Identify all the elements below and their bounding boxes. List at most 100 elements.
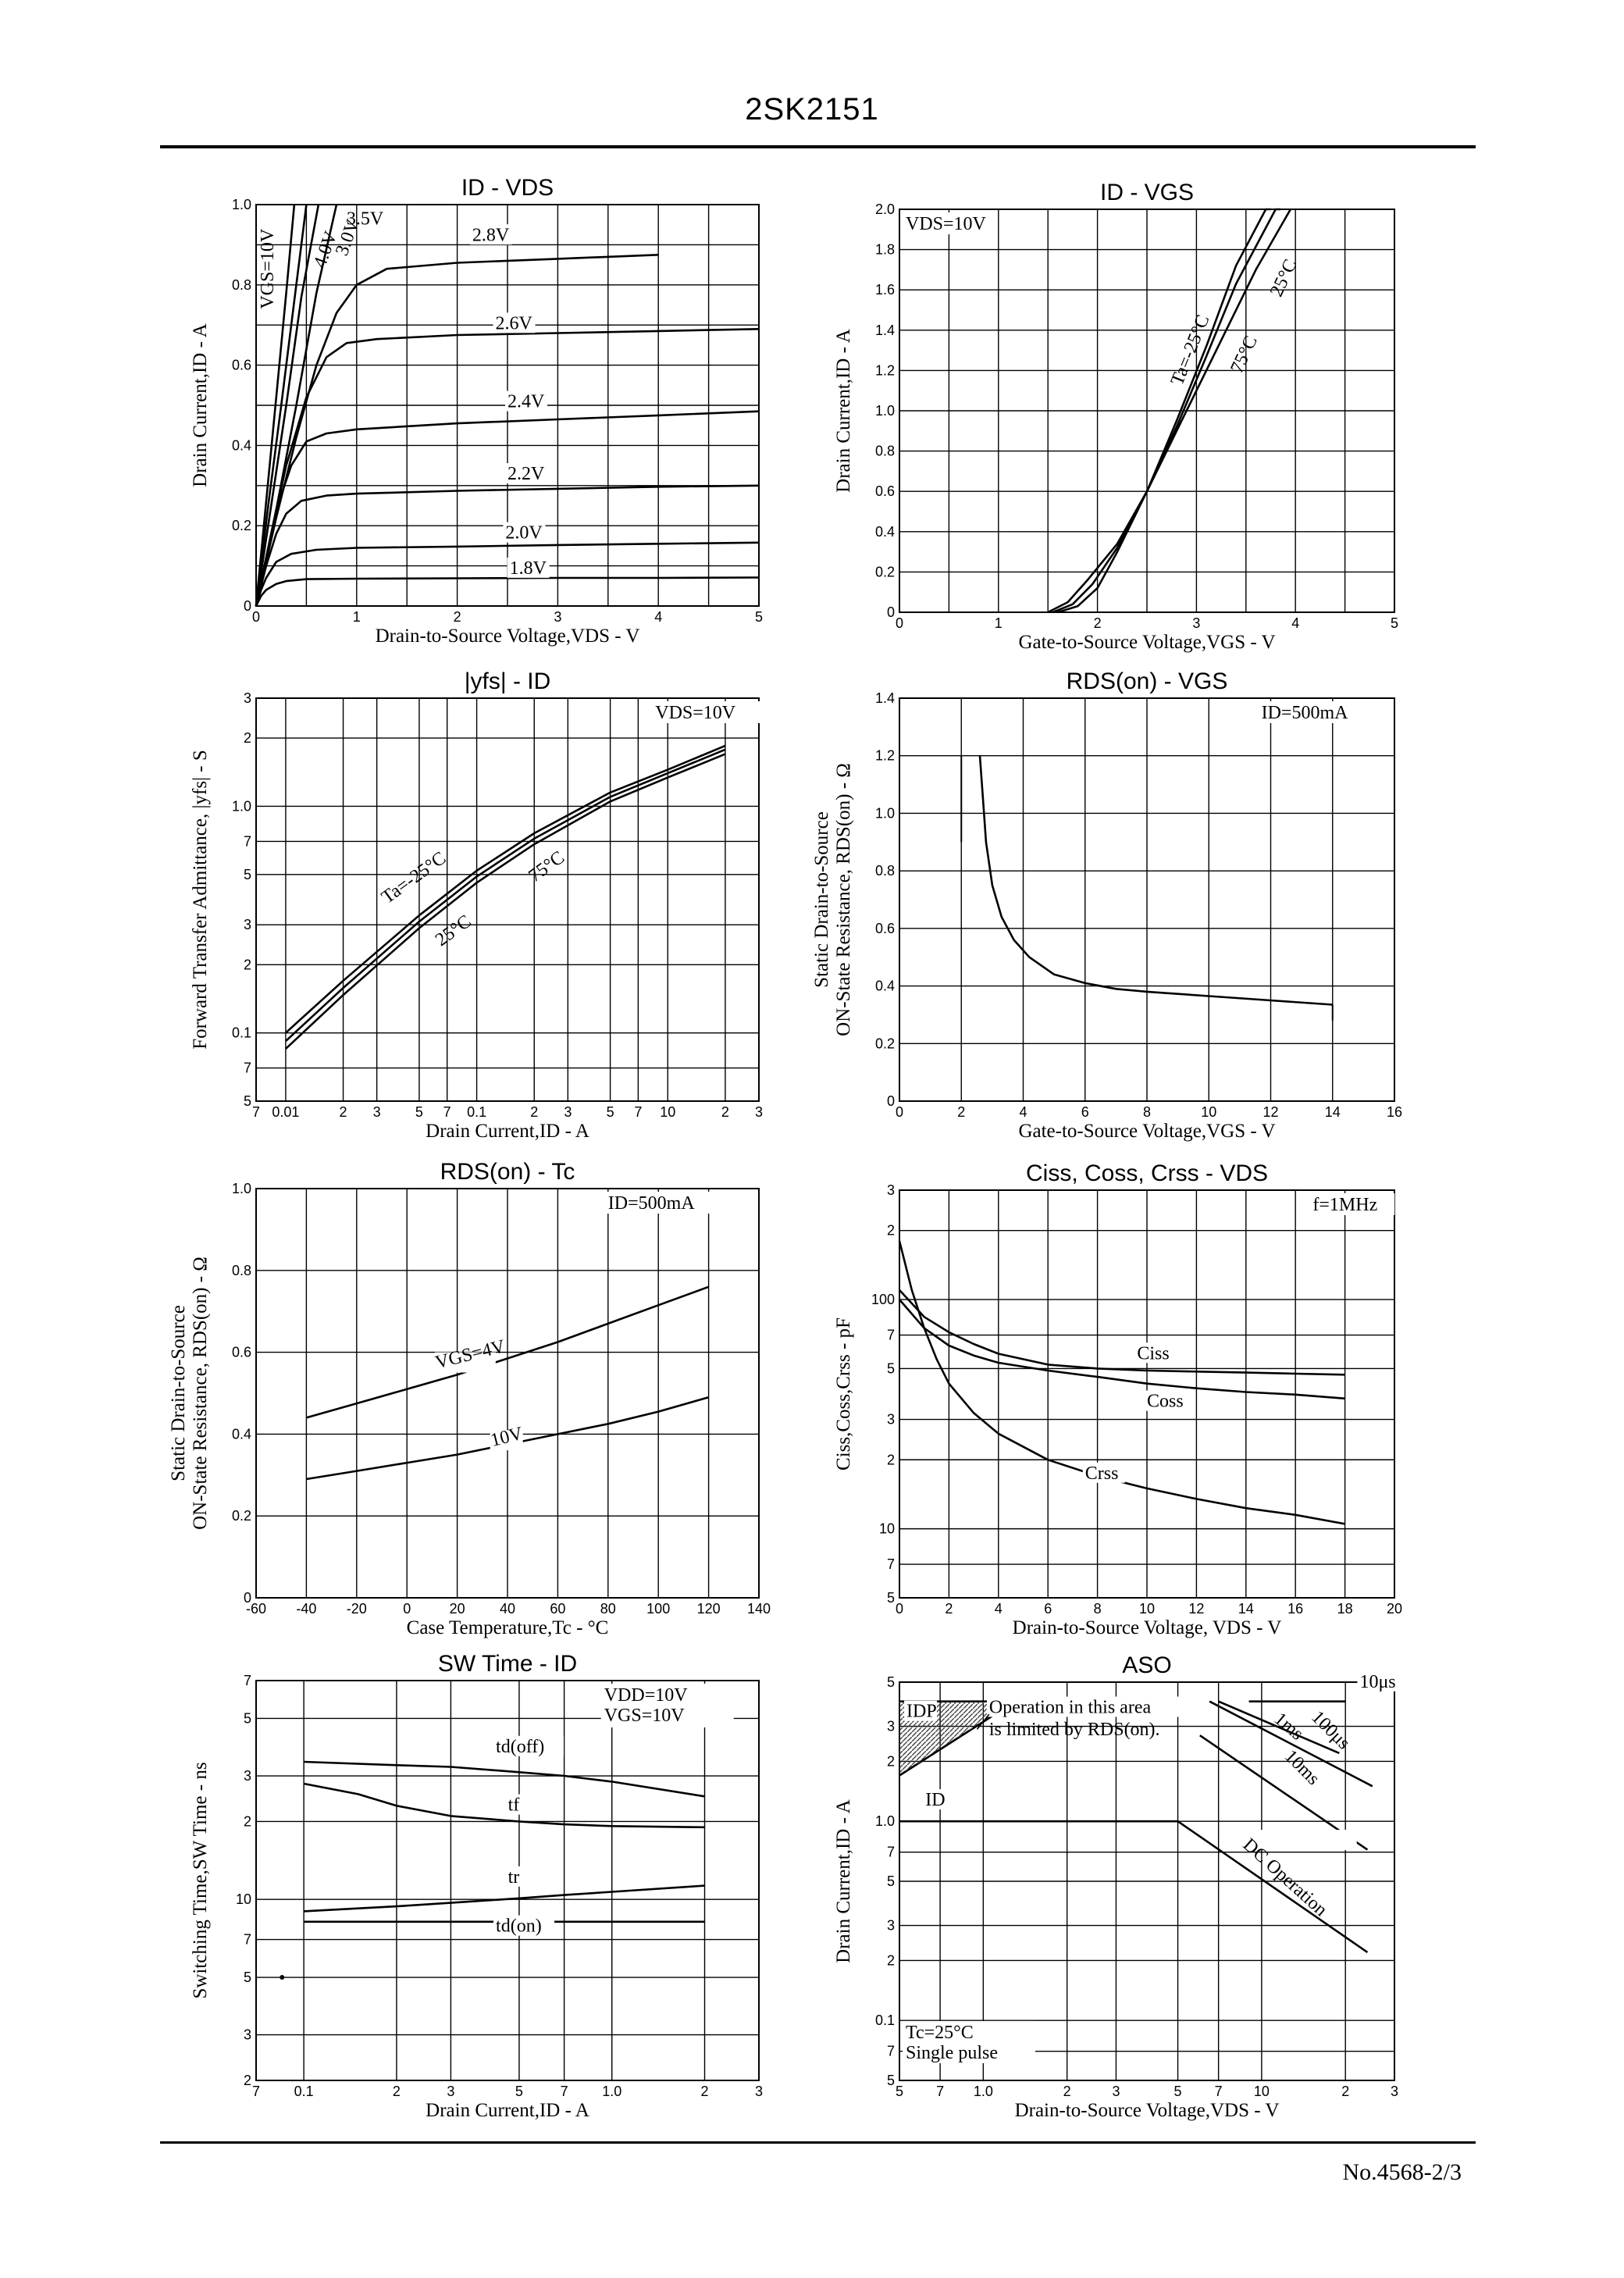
y-tick-label: 0.2 <box>875 1036 895 1051</box>
chart-title: Ciss, Coss, Crss - VDS <box>1026 1160 1268 1186</box>
series-line-1-8v <box>255 576 760 607</box>
x-tick-label: 6 <box>1044 1601 1052 1617</box>
x-tick-label: 0.1 <box>294 2084 314 2099</box>
x-tick-label: 4 <box>995 1601 1003 1617</box>
annotation-bg <box>600 1684 734 1727</box>
x-tick-label: 7 <box>936 2084 944 2099</box>
annotation-bg <box>1258 701 1391 723</box>
annotation-bg <box>904 1700 938 1721</box>
y-tick-label: 0.4 <box>875 524 895 540</box>
x-tick-label: 20 <box>1387 1601 1402 1617</box>
series-annotation: 2.8V <box>472 225 510 245</box>
annotation-bg <box>903 2020 1035 2063</box>
y-tick-label: 2.0 <box>875 201 895 217</box>
annotation-bg <box>1239 1830 1357 1851</box>
x-tick-label: 120 <box>697 1601 721 1617</box>
series-line-dc-operation <box>1177 1820 1369 1953</box>
x-axis-label: Drain Current,ID - A <box>426 2100 589 2121</box>
series-line-3-5v <box>255 204 320 607</box>
x-tick-label: 7 <box>1215 2084 1223 2099</box>
plot-frame <box>255 1188 760 1599</box>
y-tick-label: 0.4 <box>232 1426 251 1442</box>
y-tick-label: 0.6 <box>232 358 251 373</box>
annotation-bg <box>493 312 536 333</box>
y-tick-label: 2 <box>244 730 251 746</box>
chart-capacitance-vds: 0 2 4 6 8 10 12 14 16 18 20 5 7 10 2 3 5 7 100 2 3 Ciss, Coss… <box>833 1160 1402 1638</box>
x-tick-label: 7 <box>443 1104 451 1120</box>
x-tick-label: 40 <box>500 1601 515 1617</box>
y-tick-label: 1.6 <box>875 282 895 298</box>
x-tick-label: -40 <box>296 1601 316 1617</box>
x-tick-label: 8 <box>1094 1601 1102 1617</box>
y-tick-label: 7 <box>244 1673 251 1688</box>
y-tick-label: 7 <box>244 1932 251 1948</box>
x-tick-label: 5 <box>755 609 763 625</box>
x-tick-label: 4 <box>1291 615 1299 631</box>
x-axis-label: Drain-to-Source Voltage,VDS - V <box>376 626 640 647</box>
series-line-4-0v <box>255 204 308 607</box>
y-tick-label: 1.0 <box>875 1813 895 1829</box>
x-tick-label: 0.01 <box>272 1104 299 1120</box>
y-tick-label: 3 <box>244 2027 251 2043</box>
series-line-ta-25c <box>285 744 726 1034</box>
y-tick-label: 0.6 <box>232 1345 251 1360</box>
series-annotation: tr <box>508 1867 520 1888</box>
x-tick-label: 12 <box>1188 1601 1204 1617</box>
x-tick-label: 3 <box>554 609 561 625</box>
y-tick-label: 0.4 <box>875 979 895 994</box>
y-tick-label: 0.8 <box>875 863 895 879</box>
annotation-bg <box>652 701 773 723</box>
y-tick-label: 7 <box>887 2044 895 2059</box>
y-tick-label: 0 <box>244 598 251 614</box>
y-tick-label: 5 <box>887 2073 895 2088</box>
x-axis-label: Drain Current,ID - A <box>426 1121 589 1142</box>
x-tick-label: 3 <box>755 1104 763 1120</box>
series-annotation: f=1MHz <box>1312 1195 1377 1215</box>
x-tick-label: 18 <box>1337 1601 1353 1617</box>
plot-frame <box>899 1681 1395 2081</box>
y-axis-label-line2: ON-State Resistance, RDS(on) - Ω <box>190 1257 211 1530</box>
y-tick-label: 0.2 <box>875 564 895 579</box>
y-tick-label: 3 <box>244 917 251 932</box>
y-tick-label: 2 <box>887 1753 895 1769</box>
series-annotation: VGS=10V <box>604 1706 686 1726</box>
y-tick-label: 7 <box>887 1556 895 1572</box>
plot-frame <box>899 209 1395 613</box>
annotation-bg <box>1145 1390 1187 1411</box>
y-tick-label: 2 <box>887 1952 895 1968</box>
plot-frame <box>899 1189 1395 1599</box>
y-tick-label: 7 <box>887 1845 895 1860</box>
x-tick-label: 3 <box>1192 615 1200 631</box>
y-tick-label: 1.0 <box>875 805 895 821</box>
series-line-2-2v <box>255 484 760 607</box>
plot-frame <box>255 204 760 607</box>
y-tick-label: 0.2 <box>232 1508 251 1524</box>
chart-title: RDS(on) - VGS <box>1067 668 1228 694</box>
x-tick-label: 20 <box>450 1601 465 1617</box>
series-line-3-0v <box>255 204 338 607</box>
series-line-tf <box>303 1782 705 1829</box>
y-axis-label-line2: ON-State Resistance, RDS(on) - Ω <box>833 763 854 1036</box>
annotation-bg <box>505 463 547 484</box>
annotation-bg <box>493 1735 564 1756</box>
series-line-tr <box>304 1884 705 1913</box>
y-tick-label: 2 <box>244 957 251 972</box>
y-axis-label: Drain Current,ID - A <box>833 1799 854 1963</box>
x-axis-label: Drain-to-Source Voltage,VDS - V <box>1015 2100 1280 2121</box>
y-tick-label: 0.1 <box>232 1025 251 1041</box>
series-annotation: VDD=10V <box>604 1685 689 1706</box>
x-tick-label: 2 <box>454 609 461 625</box>
series-annotation: 25°C <box>1266 256 1302 300</box>
series-annotation: 2.0V <box>505 523 543 544</box>
series-annotation: Crss <box>1085 1463 1119 1484</box>
series-annotation: IDP <box>906 1702 937 1722</box>
footer-rule <box>160 2141 1476 2144</box>
annotation-bg <box>505 1794 529 1815</box>
x-tick-label: 80 <box>600 1601 616 1617</box>
x-tick-label: 3 <box>755 2084 763 2099</box>
x-tick-label: 1.0 <box>974 2084 993 2099</box>
y-tick-label: 1.0 <box>232 197 251 212</box>
series-annotation: td(off) <box>496 1737 544 1757</box>
y-tick-label: 0.8 <box>875 444 895 459</box>
x-tick-label: 5 <box>1174 2084 1182 2099</box>
